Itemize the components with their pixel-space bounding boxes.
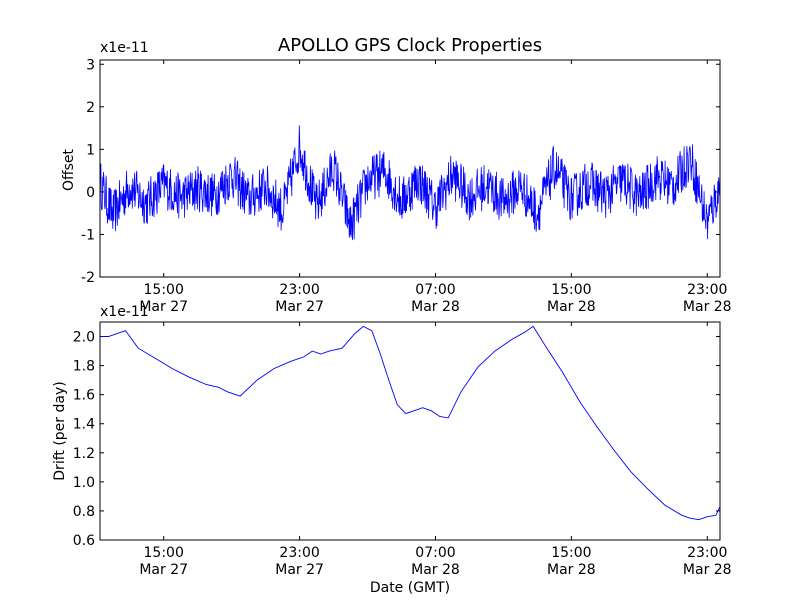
x-tick-label-time: 23:00 [279, 282, 319, 298]
drift-x-axis-label: Date (GMT) [370, 580, 450, 596]
x-tick-label-date: Mar 27 [139, 299, 188, 315]
drift-plot-area [100, 322, 721, 541]
y-tick-label: 1.8 [73, 359, 95, 375]
offset-axis-label: Offset [61, 148, 77, 191]
y-tick-label: -2 [81, 270, 95, 286]
y-tick-label: 0.8 [73, 504, 95, 520]
drift-axis-label: Drift (per day) [52, 381, 68, 480]
y-tick-label: 3 [86, 57, 95, 73]
y-tick-label: 1.0 [73, 475, 95, 491]
x-tick-label-date: Mar 28 [547, 299, 596, 315]
x-tick-label-time: 07:00 [415, 282, 455, 298]
x-tick-label-date: Mar 28 [411, 562, 460, 578]
x-tick-label-date: Mar 28 [411, 299, 460, 315]
x-tick-label-date: Mar 27 [275, 562, 324, 578]
x-tick-label-time: 23:00 [687, 282, 727, 298]
x-tick-label-date: Mar 28 [683, 562, 732, 578]
y-tick-label: 1.2 [73, 446, 95, 462]
y-tick-label: 0.6 [73, 533, 95, 549]
y-tick-label: 1.6 [73, 388, 95, 404]
offset-scale-label: x1e-11 [100, 40, 149, 56]
series-line [99, 125, 721, 241]
drift-panel: x1e-11 Drift (per day) Date (GMT) 0.6 0.8… [52, 304, 732, 596]
x-tick-label-time: 15:00 [551, 282, 591, 298]
y-tick-label: -1 [81, 227, 95, 243]
x-tick-label-time: 15:00 [144, 282, 184, 298]
offset-axes-frame [99, 59, 721, 278]
y-tick-label: 2.0 [73, 330, 95, 346]
x-tick-label-time: 15:00 [144, 545, 184, 561]
x-tick-label-date: Mar 27 [139, 562, 188, 578]
x-tick-label-time: 15:00 [551, 545, 591, 561]
x-tick-label-time: 07:00 [415, 545, 455, 561]
drift-scale-label: x1e-11 [100, 304, 149, 320]
x-tick-label-date: Mar 27 [275, 299, 324, 315]
drift-axes-frame [99, 321, 721, 541]
chart-title: APOLLO GPS Clock Properties [278, 35, 542, 56]
x-tick-label-time: 23:00 [279, 545, 319, 561]
series-line [100, 325, 721, 521]
y-tick-label: 1 [86, 142, 95, 158]
y-tick-label: 0 [86, 185, 95, 201]
y-tick-label: 1.4 [73, 417, 95, 433]
y-tick-label: 2 [86, 100, 95, 116]
x-tick-label-date: Mar 28 [683, 299, 732, 315]
x-tick-label-time: 23:00 [687, 545, 727, 561]
x-tick-label-date: Mar 28 [547, 562, 596, 578]
